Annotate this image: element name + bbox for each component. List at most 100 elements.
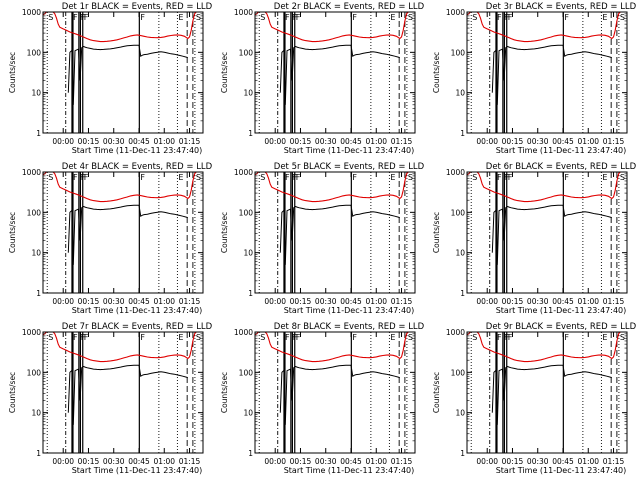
y-tick-label: 100 bbox=[451, 208, 466, 217]
y-tick-label: 1 bbox=[248, 129, 253, 138]
y-tick-label: 1000 bbox=[234, 328, 253, 337]
y-tick-label: 1000 bbox=[446, 8, 465, 17]
marker-label: S bbox=[408, 173, 413, 182]
x-tick-label: 00:30 bbox=[315, 297, 337, 306]
x-tick-label: 00:15 bbox=[290, 297, 312, 306]
marker-label: S bbox=[408, 13, 413, 22]
x-axis-label: Start Time (11-Dec-11 23:47:40) bbox=[72, 146, 203, 155]
marker-label: F bbox=[296, 13, 301, 22]
series-lld bbox=[466, 171, 627, 203]
y-axis-label: Counts/sec bbox=[220, 372, 229, 413]
marker-label: F bbox=[84, 173, 89, 182]
y-tick-label: 100 bbox=[27, 208, 42, 217]
x-tick-label: 00:15 bbox=[78, 297, 100, 306]
x-axis-label: Start Time (11-Dec-11 23:47:40) bbox=[72, 466, 203, 475]
panel-title: Det 7r BLACK = Events, RED = LLD bbox=[62, 322, 213, 332]
x-tick-label: 00:45 bbox=[552, 457, 574, 466]
panel-title: Det 9r BLACK = Events, RED = LLD bbox=[486, 322, 637, 332]
x-tick-label: 01:00 bbox=[577, 457, 599, 466]
x-tick-label: 00:15 bbox=[290, 137, 312, 146]
marker-label: E bbox=[178, 173, 183, 182]
x-tick-label: 00:00 bbox=[476, 457, 498, 466]
marker-label: S bbox=[48, 333, 53, 342]
x-tick-label: 00:00 bbox=[52, 457, 74, 466]
marker-label: S bbox=[260, 333, 265, 342]
marker-label: S bbox=[620, 333, 625, 342]
plot-frame bbox=[466, 331, 628, 454]
x-tick-label: 01:15 bbox=[391, 457, 413, 466]
marker-label: F bbox=[292, 173, 297, 182]
x-tick-label: 00:45 bbox=[552, 137, 574, 146]
marker-label: F bbox=[505, 173, 510, 182]
marker-label: E bbox=[390, 333, 395, 342]
x-axis-label: Start Time (11-Dec-11 23:47:40) bbox=[72, 306, 203, 315]
y-tick-label: 1 bbox=[36, 289, 41, 298]
y-axis-label: Counts/sec bbox=[220, 212, 229, 253]
y-tick-label: 1000 bbox=[22, 328, 41, 337]
panel-title: Det 2r BLACK = Events, RED = LLD bbox=[274, 2, 425, 12]
x-axis-label: Start Time (11-Dec-11 23:47:40) bbox=[284, 146, 415, 155]
x-axis-label: Start Time (11-Dec-11 23:47:40) bbox=[496, 306, 627, 315]
series-lld bbox=[254, 11, 415, 43]
marker-label: F bbox=[508, 333, 513, 342]
marker-label: F bbox=[285, 333, 290, 342]
y-tick-label: 1000 bbox=[446, 168, 465, 177]
x-tick-label: 01:00 bbox=[153, 137, 175, 146]
y-tick-label: 1000 bbox=[22, 168, 41, 177]
marker-label: S bbox=[472, 333, 477, 342]
plot-frame bbox=[42, 11, 204, 134]
marker-label: F bbox=[140, 13, 145, 22]
y-tick-label: 10 bbox=[243, 89, 253, 98]
x-tick-label: 00:00 bbox=[264, 457, 286, 466]
y-tick-label: 1 bbox=[460, 129, 465, 138]
y-tick-label: 10 bbox=[243, 409, 253, 418]
y-axis-label: Counts/sec bbox=[432, 372, 441, 413]
marker-label: S bbox=[196, 173, 201, 182]
y-tick-label: 10 bbox=[31, 249, 41, 258]
y-tick-label: 10 bbox=[455, 409, 465, 418]
marker-label: F bbox=[140, 173, 145, 182]
x-tick-label: 00:45 bbox=[128, 297, 150, 306]
series-lld bbox=[42, 331, 203, 363]
marker-label: F bbox=[505, 333, 510, 342]
marker-label: F bbox=[505, 13, 510, 22]
x-tick-label: 00:30 bbox=[315, 137, 337, 146]
x-tick-label: 00:00 bbox=[52, 137, 74, 146]
marker-label: S bbox=[408, 333, 413, 342]
x-tick-label: 00:30 bbox=[315, 457, 337, 466]
marker-label: F bbox=[564, 13, 569, 22]
marker-label: F bbox=[352, 173, 357, 182]
x-tick-label: 00:45 bbox=[340, 137, 362, 146]
marker-label: S bbox=[260, 13, 265, 22]
y-tick-label: 100 bbox=[451, 368, 466, 377]
series-lld bbox=[254, 331, 415, 363]
y-tick-label: 10 bbox=[31, 409, 41, 418]
marker-label: E bbox=[390, 13, 395, 22]
series-events bbox=[491, 364, 612, 425]
x-tick-label: 00:30 bbox=[103, 297, 125, 306]
marker-label: F bbox=[504, 173, 509, 182]
marker-label: F bbox=[497, 13, 502, 22]
x-tick-label: 01:00 bbox=[365, 137, 387, 146]
y-axis-label: Counts/sec bbox=[8, 372, 17, 413]
x-axis-label: Start Time (11-Dec-11 23:47:40) bbox=[496, 146, 627, 155]
x-tick-label: 01:00 bbox=[365, 297, 387, 306]
y-tick-label: 1000 bbox=[234, 8, 253, 17]
x-tick-label: 01:15 bbox=[603, 297, 625, 306]
y-tick-label: 10 bbox=[31, 89, 41, 98]
plot-frame bbox=[466, 11, 628, 134]
x-tick-label: 01:15 bbox=[603, 137, 625, 146]
marker-label: E bbox=[178, 333, 183, 342]
x-axis-label: Start Time (11-Dec-11 23:47:40) bbox=[284, 466, 415, 475]
panel-title: Det 1r BLACK = Events, RED = LLD bbox=[62, 2, 213, 12]
y-axis-label: Counts/sec bbox=[432, 52, 441, 93]
marker-label: F bbox=[80, 13, 85, 22]
x-tick-label: 00:30 bbox=[527, 457, 549, 466]
plot-frame bbox=[254, 331, 416, 454]
x-tick-label: 01:15 bbox=[603, 457, 625, 466]
